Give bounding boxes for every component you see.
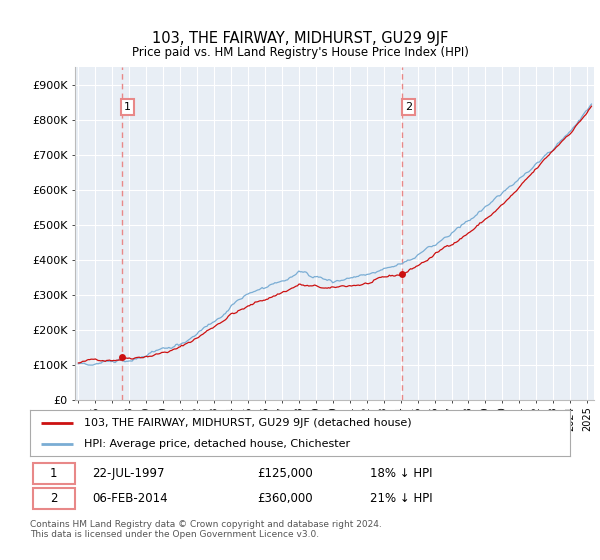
Text: 103, THE FAIRWAY, MIDHURST, GU29 9JF (detached house): 103, THE FAIRWAY, MIDHURST, GU29 9JF (de… [84, 418, 412, 428]
Text: Price paid vs. HM Land Registry's House Price Index (HPI): Price paid vs. HM Land Registry's House … [131, 46, 469, 59]
Text: 22-JUL-1997: 22-JUL-1997 [92, 467, 164, 480]
Text: 103, THE FAIRWAY, MIDHURST, GU29 9JF: 103, THE FAIRWAY, MIDHURST, GU29 9JF [152, 31, 448, 46]
Text: 1: 1 [124, 102, 131, 112]
Text: £360,000: £360,000 [257, 492, 313, 505]
Text: 21% ↓ HPI: 21% ↓ HPI [370, 492, 433, 505]
Text: Contains HM Land Registry data © Crown copyright and database right 2024.
This d: Contains HM Land Registry data © Crown c… [30, 520, 382, 539]
Text: 2: 2 [50, 492, 58, 505]
Text: £125,000: £125,000 [257, 467, 313, 480]
Text: 18% ↓ HPI: 18% ↓ HPI [370, 467, 433, 480]
Text: 1: 1 [50, 467, 58, 480]
Text: 2: 2 [405, 102, 412, 112]
Text: 06-FEB-2014: 06-FEB-2014 [92, 492, 168, 505]
FancyBboxPatch shape [33, 488, 75, 508]
Text: HPI: Average price, detached house, Chichester: HPI: Average price, detached house, Chic… [84, 439, 350, 449]
FancyBboxPatch shape [33, 463, 75, 484]
